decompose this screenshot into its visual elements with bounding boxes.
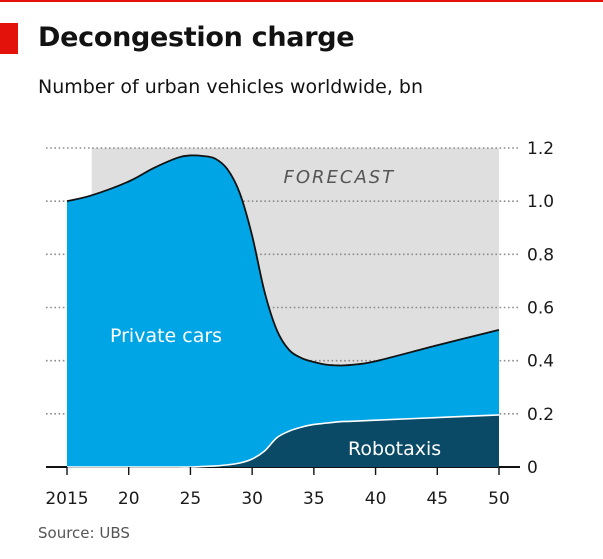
y-tick-label: 1.0 [527,192,554,212]
y-tick-label: 0.6 [527,299,554,319]
y-tick-label: 1.2 [527,139,554,159]
areas-layer [66,154,500,468]
x-tick-label: 30 [241,489,263,509]
line-total [66,154,500,367]
y-tick-label: 0 [527,458,538,478]
area-robotaxis [67,414,499,468]
y-tick-label: 0.4 [527,352,554,372]
x-tick-label: 25 [180,489,202,509]
source-note: Source: UBS [38,524,130,542]
chart-subtitle: Number of urban vehicles worldwide, bn [38,76,424,98]
line-robotaxis-top [66,414,500,468]
series-label-private-cars: Private cars [110,325,222,347]
forecast-label: FORECAST [283,167,395,188]
x-tick-label: 50 [488,489,510,509]
x-tick-label: 45 [426,489,448,509]
labels-layer: FORECAST 0 0.2 0.4 0.6 0.8 1.0 1.2 2015 20 25 30 35 4… [45,139,554,509]
top-rule [0,0,603,2]
brand-red-tag [0,23,18,54]
x-tick-label: 35 [303,489,325,509]
area-private-cars [67,155,499,467]
chart-title: Decongestion charge [38,22,355,53]
y-tick-label: 0.2 [527,405,554,425]
x-tick-label: 20 [118,489,140,509]
y-tick-label: 0.8 [527,245,554,265]
x-tick-label: 40 [365,489,387,509]
x-tick-label: 2015 [45,489,88,509]
series-label-robotaxis: Robotaxis [348,438,441,460]
